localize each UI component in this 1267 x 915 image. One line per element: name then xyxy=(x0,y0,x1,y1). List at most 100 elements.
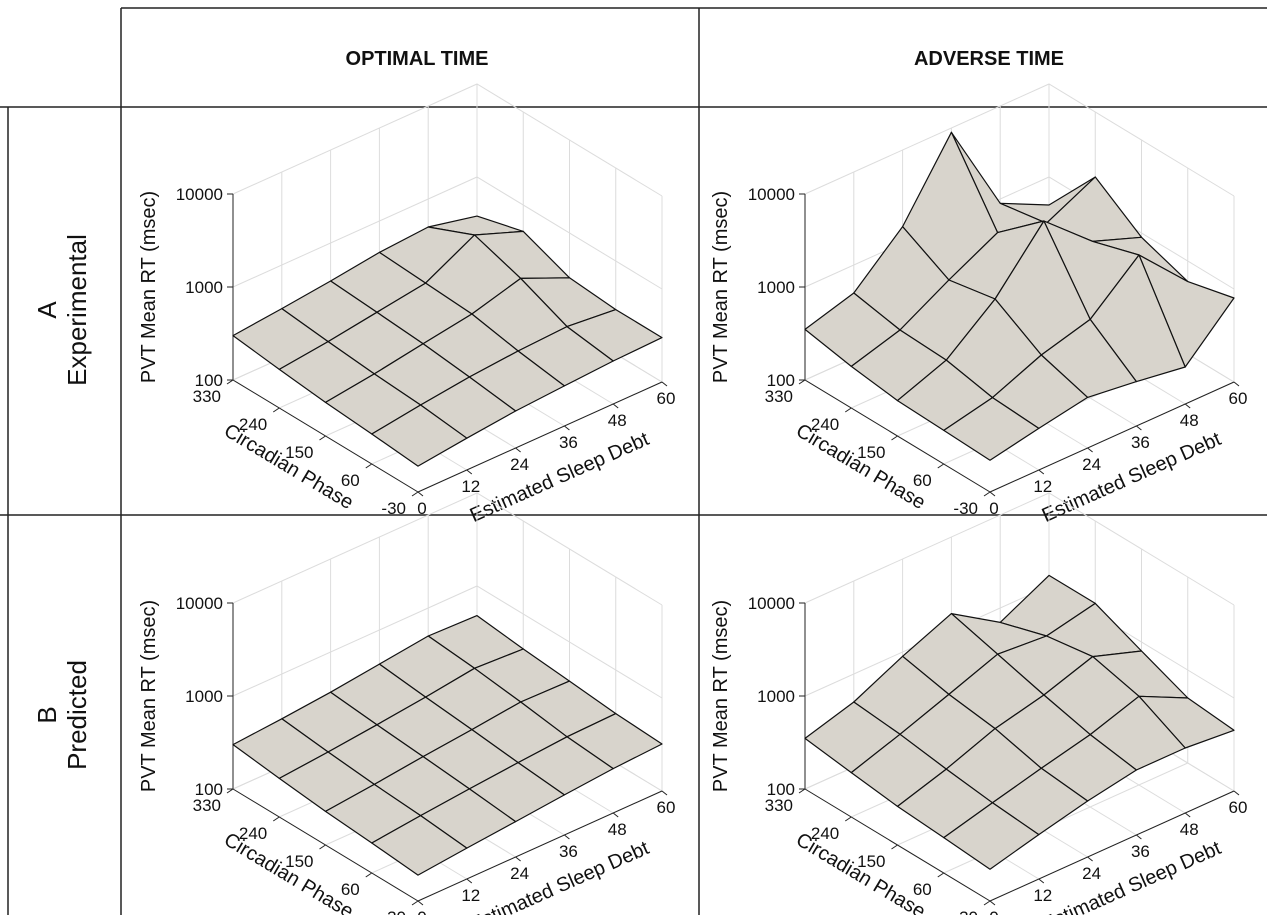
x-axis-line xyxy=(989,381,1235,493)
x-tick-label: 0 xyxy=(989,908,998,915)
y-tick-mark xyxy=(844,407,852,413)
x-tick-mark xyxy=(515,856,521,862)
z-axis-label: PVT Mean RT (msec) xyxy=(710,191,732,383)
y-tick-label: -30 xyxy=(953,908,978,915)
y-tick-label: -30 xyxy=(381,499,406,518)
z-tick-label: 100 xyxy=(767,371,795,390)
y-tick-label: 240 xyxy=(811,824,839,843)
y-tick-mark xyxy=(319,435,326,441)
y-tick-mark xyxy=(891,844,898,850)
y-tick-mark xyxy=(272,407,280,413)
y-tick-mark xyxy=(365,463,373,469)
z-tick-label: 100 xyxy=(767,780,795,799)
x-tick-label: 36 xyxy=(559,842,578,861)
row-letter-b: B xyxy=(32,706,62,723)
x-tick-mark xyxy=(1184,812,1191,818)
x-tick-mark xyxy=(515,447,521,453)
x-tick-label: 12 xyxy=(1033,477,1052,496)
x-tick-label: 24 xyxy=(510,455,529,474)
x-tick-label: 24 xyxy=(1082,864,1101,883)
x-tick-mark xyxy=(989,900,996,906)
y-tick-label: 150 xyxy=(285,852,313,871)
surface-patch xyxy=(943,397,1040,461)
x-tick-mark xyxy=(612,403,619,409)
y-tick-mark xyxy=(365,872,373,878)
x-tick-mark xyxy=(417,900,424,906)
y-tick-label: 60 xyxy=(913,880,932,899)
x-tick-mark xyxy=(612,812,619,818)
y-tick-label: -30 xyxy=(953,499,978,518)
grid-line xyxy=(232,83,663,197)
y-tick-mark xyxy=(891,435,898,441)
y-tick-label: 330 xyxy=(765,387,793,406)
y-axis-label: Circadian Phase xyxy=(220,420,357,514)
y-tick-label: 60 xyxy=(913,471,932,490)
x-tick-label: 60 xyxy=(657,798,676,817)
x-axis-line xyxy=(417,790,663,902)
x-tick-mark xyxy=(564,425,570,431)
x-tick-label: 24 xyxy=(1082,455,1101,474)
z-tick-label: 10000 xyxy=(748,185,795,204)
y-tick-mark xyxy=(272,816,280,822)
x-tick-mark xyxy=(564,834,570,840)
x-tick-label: 60 xyxy=(657,389,676,408)
x-tick-label: 0 xyxy=(417,908,426,915)
y-tick-mark xyxy=(983,491,991,497)
surface xyxy=(232,614,663,876)
z-axis-label: PVT Mean RT (msec) xyxy=(138,191,160,383)
x-tick-label: 12 xyxy=(461,886,480,905)
y-tick-label: 60 xyxy=(341,880,360,899)
y-tick-mark xyxy=(319,844,326,850)
grid-line xyxy=(232,176,663,290)
surface-patch xyxy=(371,404,468,467)
y-tick-label: 330 xyxy=(193,387,221,406)
z-tick-label: 1000 xyxy=(185,278,223,297)
x-tick-mark xyxy=(466,878,473,884)
y-tick-mark xyxy=(937,872,945,878)
z-axis-label: PVT Mean RT (msec) xyxy=(710,600,732,792)
x-tick-mark xyxy=(1038,878,1045,884)
y-tick-label: 60 xyxy=(341,471,360,490)
x-tick-label: 48 xyxy=(608,820,627,839)
x-tick-label: 48 xyxy=(1180,820,1199,839)
x-tick-label: 0 xyxy=(417,499,426,518)
x-tick-mark xyxy=(1233,790,1240,796)
x-tick-label: 48 xyxy=(1180,411,1199,430)
x-tick-mark xyxy=(466,469,473,475)
x-tick-label: 24 xyxy=(510,864,529,883)
grid-line xyxy=(232,585,663,699)
x-axis-line xyxy=(989,790,1235,902)
surface xyxy=(804,131,1235,461)
row-letter-a: A xyxy=(32,301,62,319)
y-axis-label: Circadian Phase xyxy=(220,829,357,915)
y-tick-label: 150 xyxy=(285,443,313,462)
surface-patch xyxy=(943,802,1040,870)
column-header-optimal: OPTIMAL TIME xyxy=(346,48,489,70)
y-tick-label: 150 xyxy=(857,852,885,871)
x-tick-mark xyxy=(1038,469,1045,475)
surface-patch xyxy=(371,814,468,876)
y-axis-label: Circadian Phase xyxy=(792,829,929,915)
y-tick-mark xyxy=(411,491,419,497)
y-tick-label: 330 xyxy=(765,796,793,815)
row-label-experimental: A Experimental xyxy=(32,234,92,386)
y-tick-mark xyxy=(226,379,234,385)
x-tick-label: 60 xyxy=(1229,798,1248,817)
z-tick-label: 1000 xyxy=(757,687,795,706)
grid-line xyxy=(804,492,1235,606)
column-header-adverse: ADVERSE TIME xyxy=(914,48,1064,70)
x-tick-mark xyxy=(1136,425,1142,431)
z-tick-label: 10000 xyxy=(176,594,223,613)
x-tick-mark xyxy=(417,491,424,497)
x-tick-mark xyxy=(661,790,668,796)
row-label-predicted: B Predicted xyxy=(32,660,92,770)
z-axis-label: PVT Mean RT (msec) xyxy=(138,600,160,792)
x-tick-mark xyxy=(989,491,996,497)
x-axis-line xyxy=(417,381,663,493)
surface xyxy=(804,574,1235,870)
grid-line xyxy=(804,83,1235,197)
y-tick-label: 150 xyxy=(857,443,885,462)
